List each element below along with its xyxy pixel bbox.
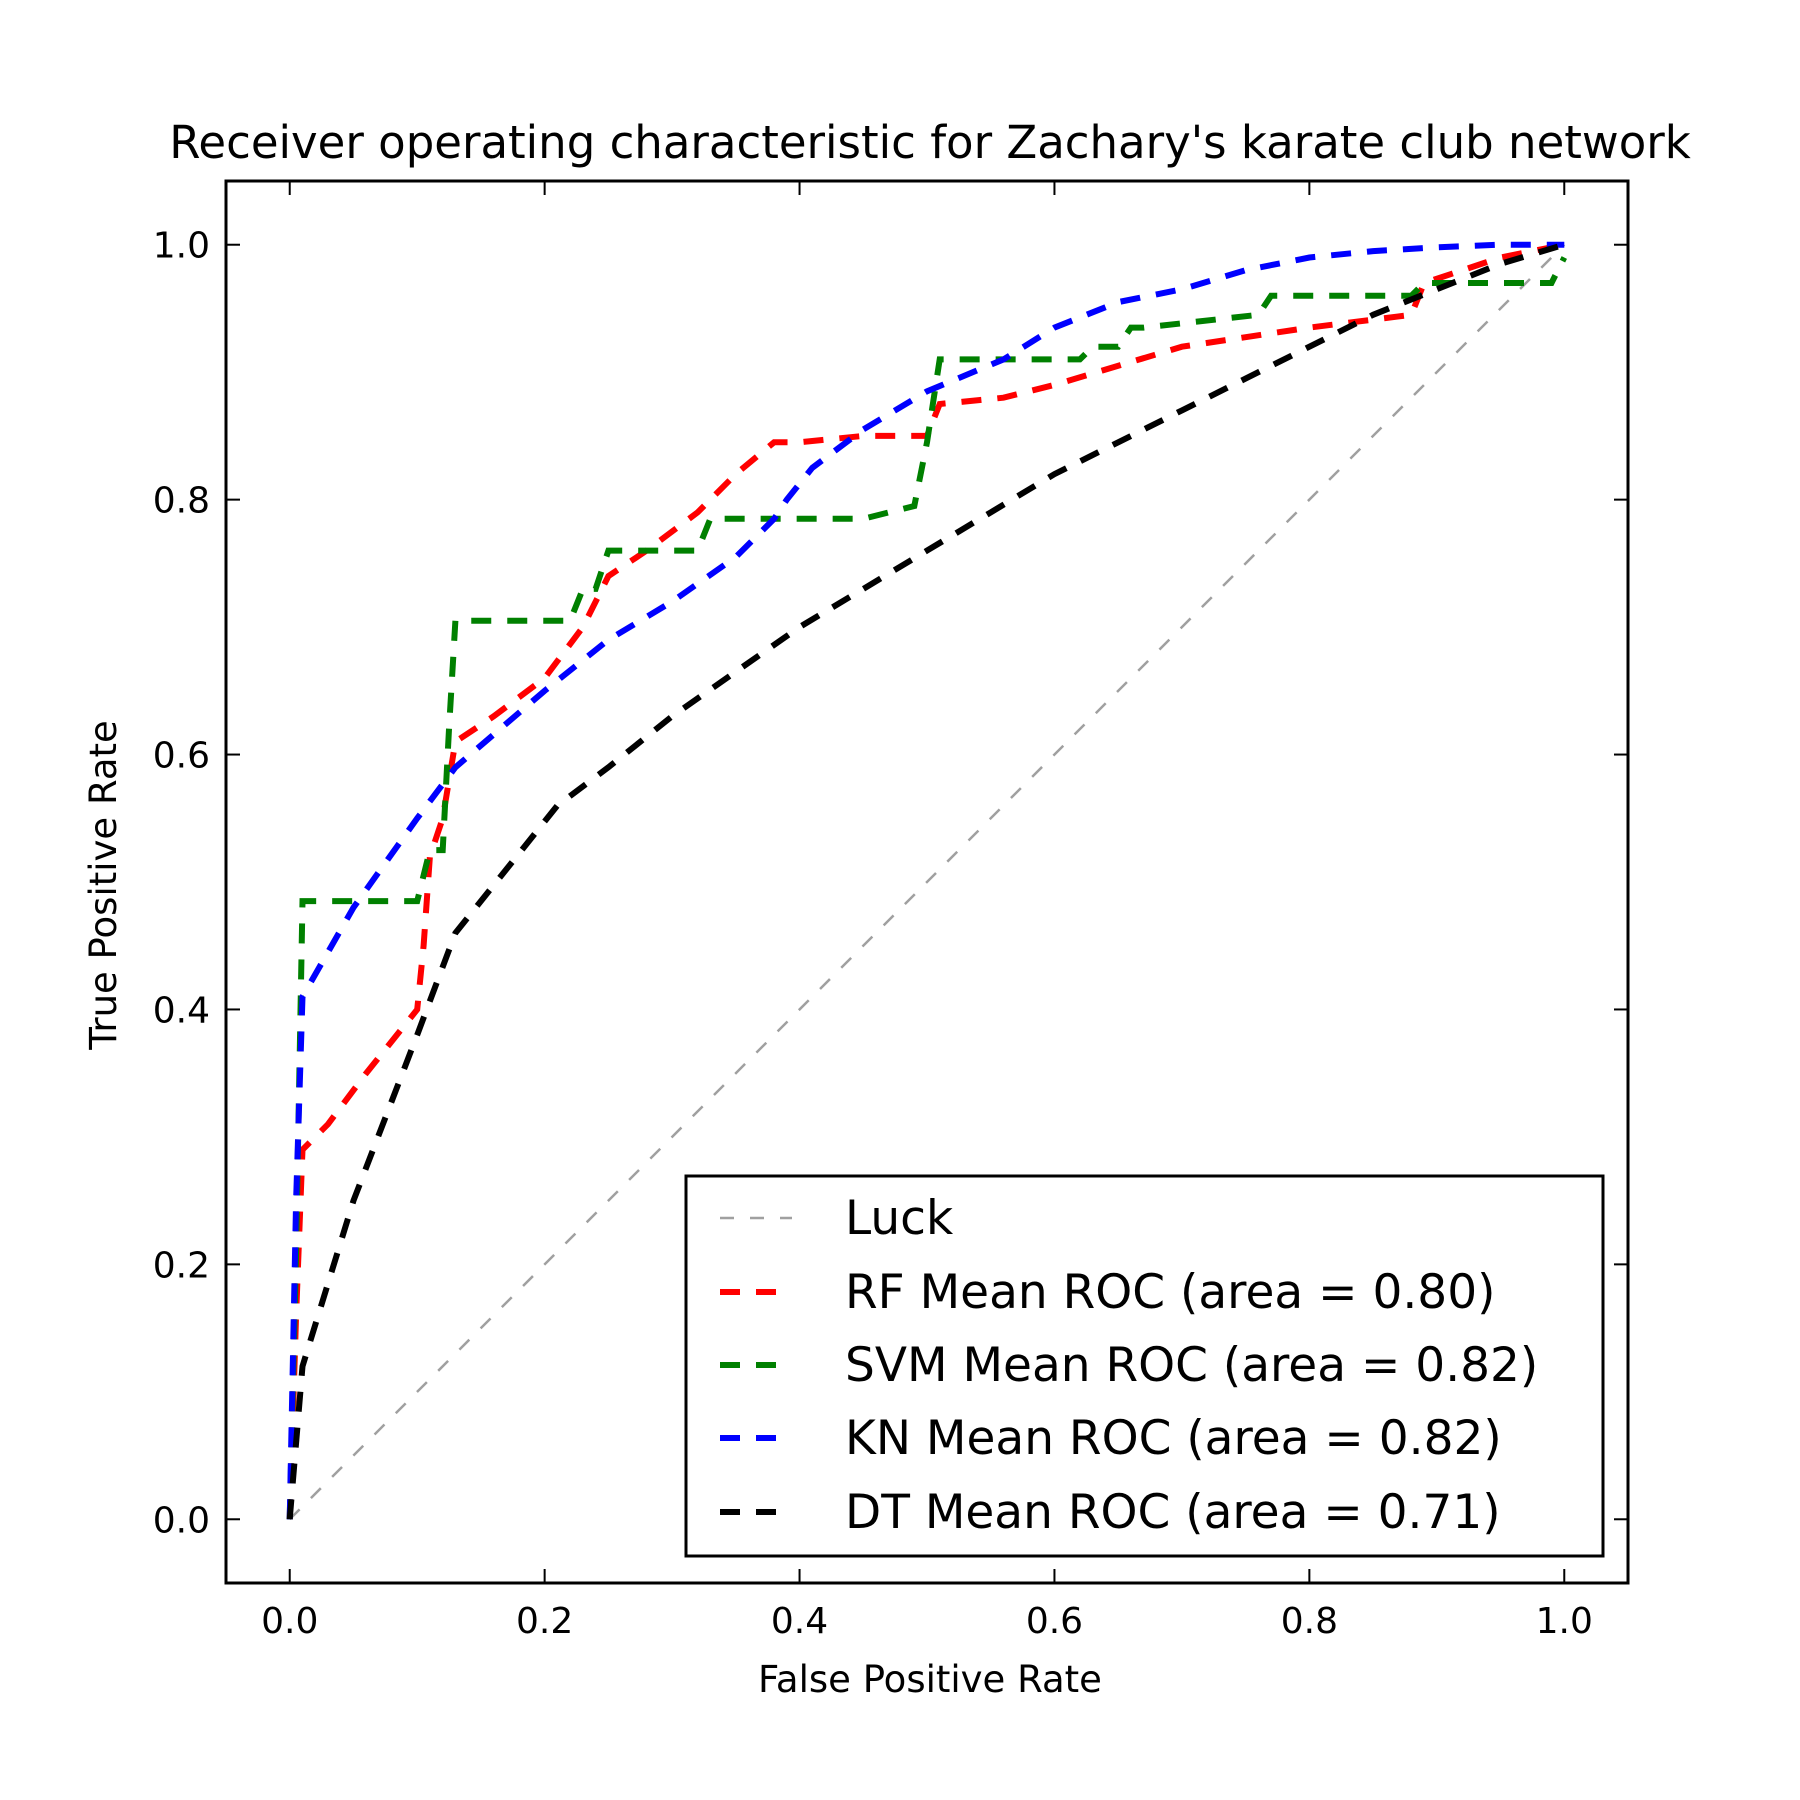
series-line-2 xyxy=(286,256,1567,1520)
y-axis-label: True Positive Rate xyxy=(82,720,125,1051)
series-line-4 xyxy=(286,241,1566,1520)
x-tick-label: 1.0 xyxy=(1536,1601,1593,1642)
chart-title: Receiver operating characteristic for Za… xyxy=(169,116,1691,169)
x-tick-label: 0.6 xyxy=(1026,1601,1083,1642)
series-group xyxy=(286,241,1567,1521)
x-tick-label: 0.2 xyxy=(516,1601,573,1642)
y-tick-label: 0.8 xyxy=(153,481,210,522)
y-tick-label: 1.0 xyxy=(153,226,210,267)
series-line-1 xyxy=(286,241,1565,1520)
series-line-0 xyxy=(288,243,1566,1521)
legend-label-4: DT Mean ROC (area = 0.71) xyxy=(845,1485,1501,1540)
y-tick-label: 0.4 xyxy=(153,990,210,1031)
x-tick-label: 0.4 xyxy=(771,1601,828,1642)
axes-frame xyxy=(224,179,1630,1585)
y-tick-label: 0.0 xyxy=(153,1500,210,1541)
legend-label-2: SVM Mean ROC (area = 0.82) xyxy=(845,1338,1538,1393)
legend-label-0: Luck xyxy=(845,1191,954,1246)
legend-label-3: KN Mean ROC (area = 0.82) xyxy=(845,1411,1502,1466)
legend-label-1: RF Mean ROC (area = 0.80) xyxy=(845,1265,1495,1320)
x-tick-label: 0.0 xyxy=(261,1601,318,1642)
legend-box xyxy=(684,1174,1605,1558)
x-tick-label: 0.8 xyxy=(1281,1601,1338,1642)
series-line-3 xyxy=(286,241,1565,1520)
y-tick-label: 0.2 xyxy=(153,1245,210,1286)
x-axis-label: False Positive Rate xyxy=(758,1658,1102,1701)
y-tick-label: 0.6 xyxy=(153,736,210,777)
